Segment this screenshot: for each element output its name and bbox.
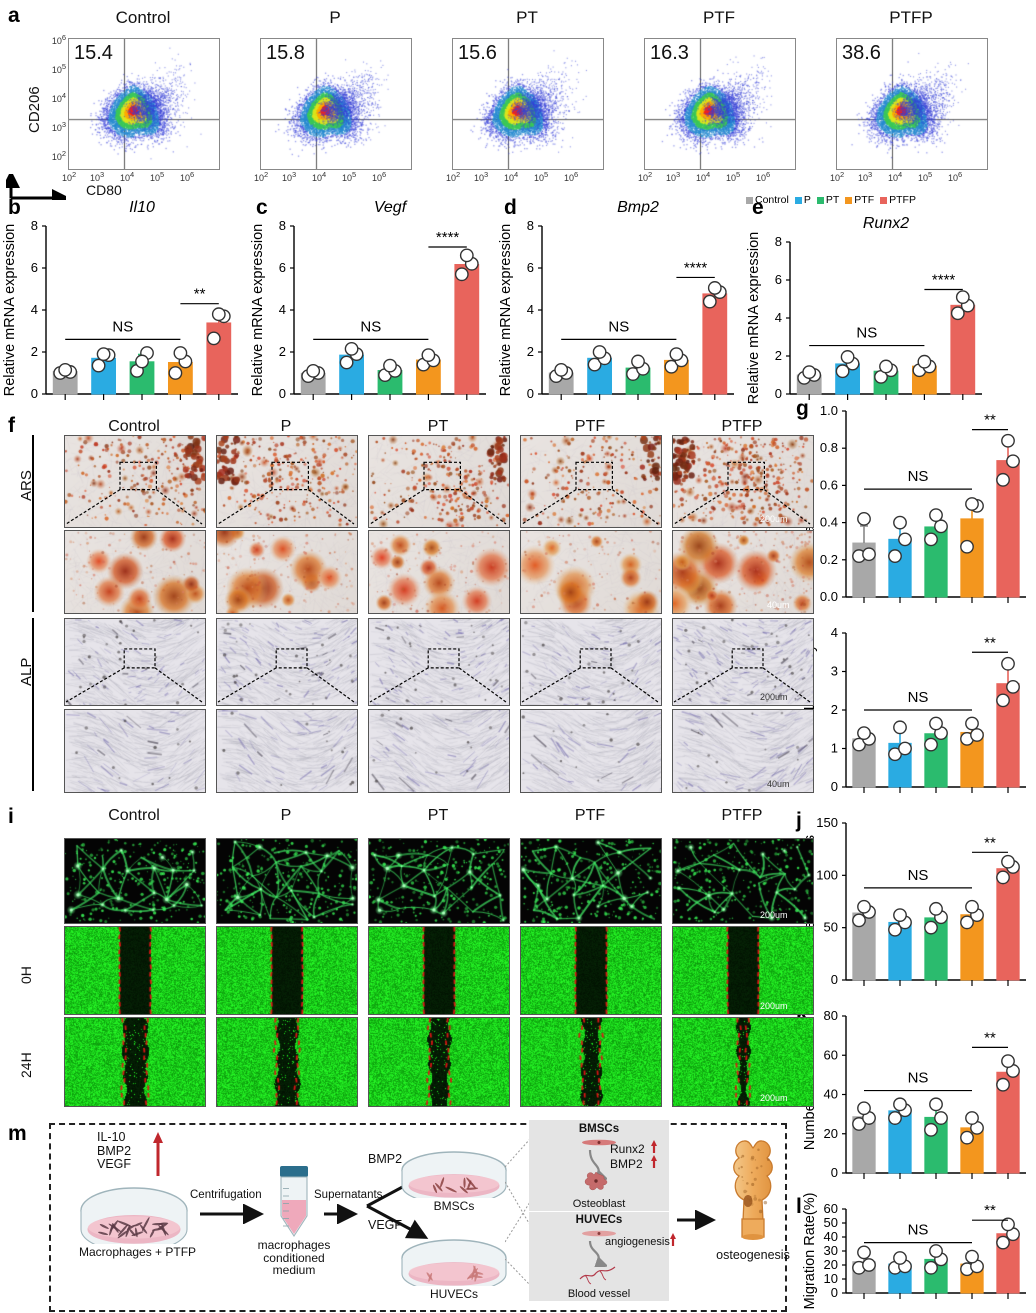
- svg-text:**: **: [984, 634, 996, 651]
- svg-text:8: 8: [279, 218, 286, 233]
- svg-text:0.2: 0.2: [820, 552, 838, 567]
- svg-text:**: **: [984, 412, 996, 429]
- svg-text:4: 4: [527, 302, 534, 317]
- svg-text:**: **: [984, 834, 996, 851]
- svg-text:60: 60: [824, 1201, 838, 1216]
- svg-text:4: 4: [831, 625, 838, 640]
- svg-text:0: 0: [831, 779, 838, 794]
- svg-text:NS: NS: [908, 1222, 929, 1239]
- svg-text:3: 3: [831, 664, 838, 679]
- svg-text:****: ****: [684, 259, 708, 276]
- svg-text:0.6: 0.6: [820, 477, 838, 492]
- svg-text:0: 0: [527, 386, 534, 401]
- svg-text:Relative mRNA expression: Relative mRNA expression: [2, 224, 18, 396]
- svg-text:Il10: Il10: [129, 199, 155, 216]
- svg-text:NS: NS: [360, 318, 381, 335]
- svg-text:**: **: [984, 1202, 996, 1219]
- svg-text:40: 40: [824, 1229, 838, 1244]
- svg-text:NS: NS: [908, 1070, 929, 1087]
- svg-text:40: 40: [824, 1087, 838, 1102]
- svg-text:NS: NS: [908, 468, 929, 485]
- svg-text:0: 0: [831, 1285, 838, 1300]
- svg-text:50: 50: [824, 920, 838, 935]
- svg-text:Migration Rate(%): Migration Rate(%): [802, 1193, 818, 1309]
- svg-text:8: 8: [775, 234, 782, 249]
- svg-text:30: 30: [824, 1243, 838, 1258]
- svg-text:Runx2: Runx2: [863, 215, 909, 232]
- svg-text:4: 4: [31, 302, 38, 317]
- svg-text:0.0: 0.0: [820, 589, 838, 604]
- svg-text:NS: NS: [608, 318, 629, 335]
- svg-text:Relative mRNA expression: Relative mRNA expression: [498, 224, 514, 396]
- svg-text:6: 6: [31, 260, 38, 275]
- svg-text:2: 2: [31, 344, 38, 359]
- svg-text:0.8: 0.8: [820, 440, 838, 455]
- svg-text:60: 60: [824, 1047, 838, 1062]
- svg-text:8: 8: [527, 218, 534, 233]
- svg-text:0: 0: [831, 972, 838, 987]
- svg-text:0: 0: [31, 386, 38, 401]
- svg-text:2: 2: [831, 702, 838, 717]
- svg-text:2: 2: [279, 344, 286, 359]
- svg-text:Relative mRNA expression: Relative mRNA expression: [250, 224, 266, 396]
- svg-text:Relative mRNA expression: Relative mRNA expression: [746, 232, 762, 404]
- svg-text:0.4: 0.4: [820, 515, 838, 530]
- svg-text:0: 0: [279, 386, 286, 401]
- svg-text:80: 80: [824, 1008, 838, 1023]
- svg-text:2: 2: [527, 344, 534, 359]
- svg-text:NS: NS: [908, 689, 929, 706]
- svg-text:NS: NS: [908, 867, 929, 884]
- svg-text:**: **: [984, 1029, 996, 1046]
- svg-text:6: 6: [527, 260, 534, 275]
- svg-text:**: **: [194, 286, 206, 303]
- svg-text:6: 6: [775, 272, 782, 287]
- svg-text:8: 8: [31, 218, 38, 233]
- svg-text:****: ****: [932, 272, 956, 289]
- svg-text:****: ****: [436, 229, 460, 246]
- svg-text:NS: NS: [856, 325, 877, 342]
- svg-text:2: 2: [775, 348, 782, 363]
- svg-text:50: 50: [824, 1215, 838, 1230]
- svg-text:20: 20: [824, 1257, 838, 1272]
- svg-text:4: 4: [775, 310, 782, 325]
- svg-text:Bmp2: Bmp2: [617, 199, 659, 216]
- svg-text:1.0: 1.0: [820, 403, 838, 418]
- svg-text:1: 1: [831, 741, 838, 756]
- svg-text:4: 4: [279, 302, 286, 317]
- svg-text:10: 10: [824, 1271, 838, 1286]
- svg-text:6: 6: [279, 260, 286, 275]
- svg-text:NS: NS: [112, 318, 133, 335]
- svg-text:0: 0: [831, 1165, 838, 1180]
- svg-text:Vegf: Vegf: [374, 199, 408, 216]
- svg-text:0: 0: [775, 386, 782, 401]
- svg-text:20: 20: [824, 1126, 838, 1141]
